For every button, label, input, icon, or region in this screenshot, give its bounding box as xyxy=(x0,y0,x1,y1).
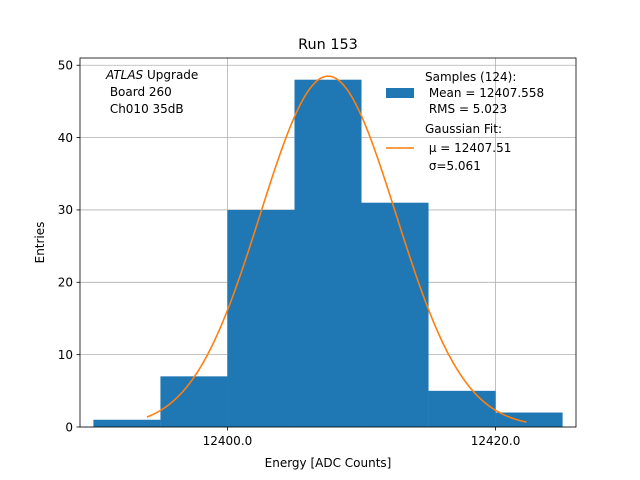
annotation-upgrade-text: Upgrade xyxy=(143,68,198,82)
x-axis-label: Energy [ADC Counts] xyxy=(265,456,392,470)
annotation-line-2: Board 260 xyxy=(106,85,172,99)
histogram-bars xyxy=(93,79,563,428)
axis-ticks: 12400.0 12420.0 0 10 20 30 40 50 xyxy=(58,59,521,448)
histogram-bar xyxy=(294,79,362,428)
legend-fit-line-1: Gaussian Fit: xyxy=(425,122,502,136)
legend-samples-line-3: RMS = 5.023 xyxy=(425,102,507,116)
gaussian-fit-curve xyxy=(146,75,527,423)
x-tick-label: 12420.0 xyxy=(471,434,521,448)
histogram-bar xyxy=(495,412,563,427)
y-axis-label: Entries xyxy=(33,222,47,264)
annotation-italic-atlas: ATLAS xyxy=(105,68,144,82)
annotation-line-1: ATLAS Upgrade xyxy=(105,68,198,82)
run-info-annotation: ATLAS Upgrade Board 260 Ch010 35dB xyxy=(105,68,198,116)
y-tick-label: 50 xyxy=(58,59,73,73)
y-tick-label: 40 xyxy=(58,131,73,145)
legend: Samples (124): Mean = 12407.558 RMS = 5.… xyxy=(386,70,544,173)
y-tick-label: 0 xyxy=(65,420,73,434)
y-tick-label: 30 xyxy=(58,203,73,217)
annotation-line-3: Ch010 35dB xyxy=(106,102,184,116)
histogram-bar xyxy=(428,390,496,427)
histogram-bar xyxy=(361,202,429,427)
legend-samples-line-2: Mean = 12407.558 xyxy=(425,86,544,100)
legend-fit-line-3: σ=5.061 xyxy=(425,159,481,173)
y-tick-label: 20 xyxy=(58,276,73,290)
x-tick-label: 12400.0 xyxy=(203,434,253,448)
chart-title: Run 153 xyxy=(298,37,358,53)
legend-fit-line-2: μ = 12407.51 xyxy=(425,141,511,155)
plot-frame xyxy=(79,57,577,428)
legend-samples-line-1: Samples (124): xyxy=(425,70,516,84)
y-tick-label: 10 xyxy=(58,348,73,362)
histogram-bar xyxy=(93,419,161,427)
histogram-bar xyxy=(160,376,228,427)
histogram-bar xyxy=(227,209,295,427)
legend-samples-swatch xyxy=(386,88,414,98)
